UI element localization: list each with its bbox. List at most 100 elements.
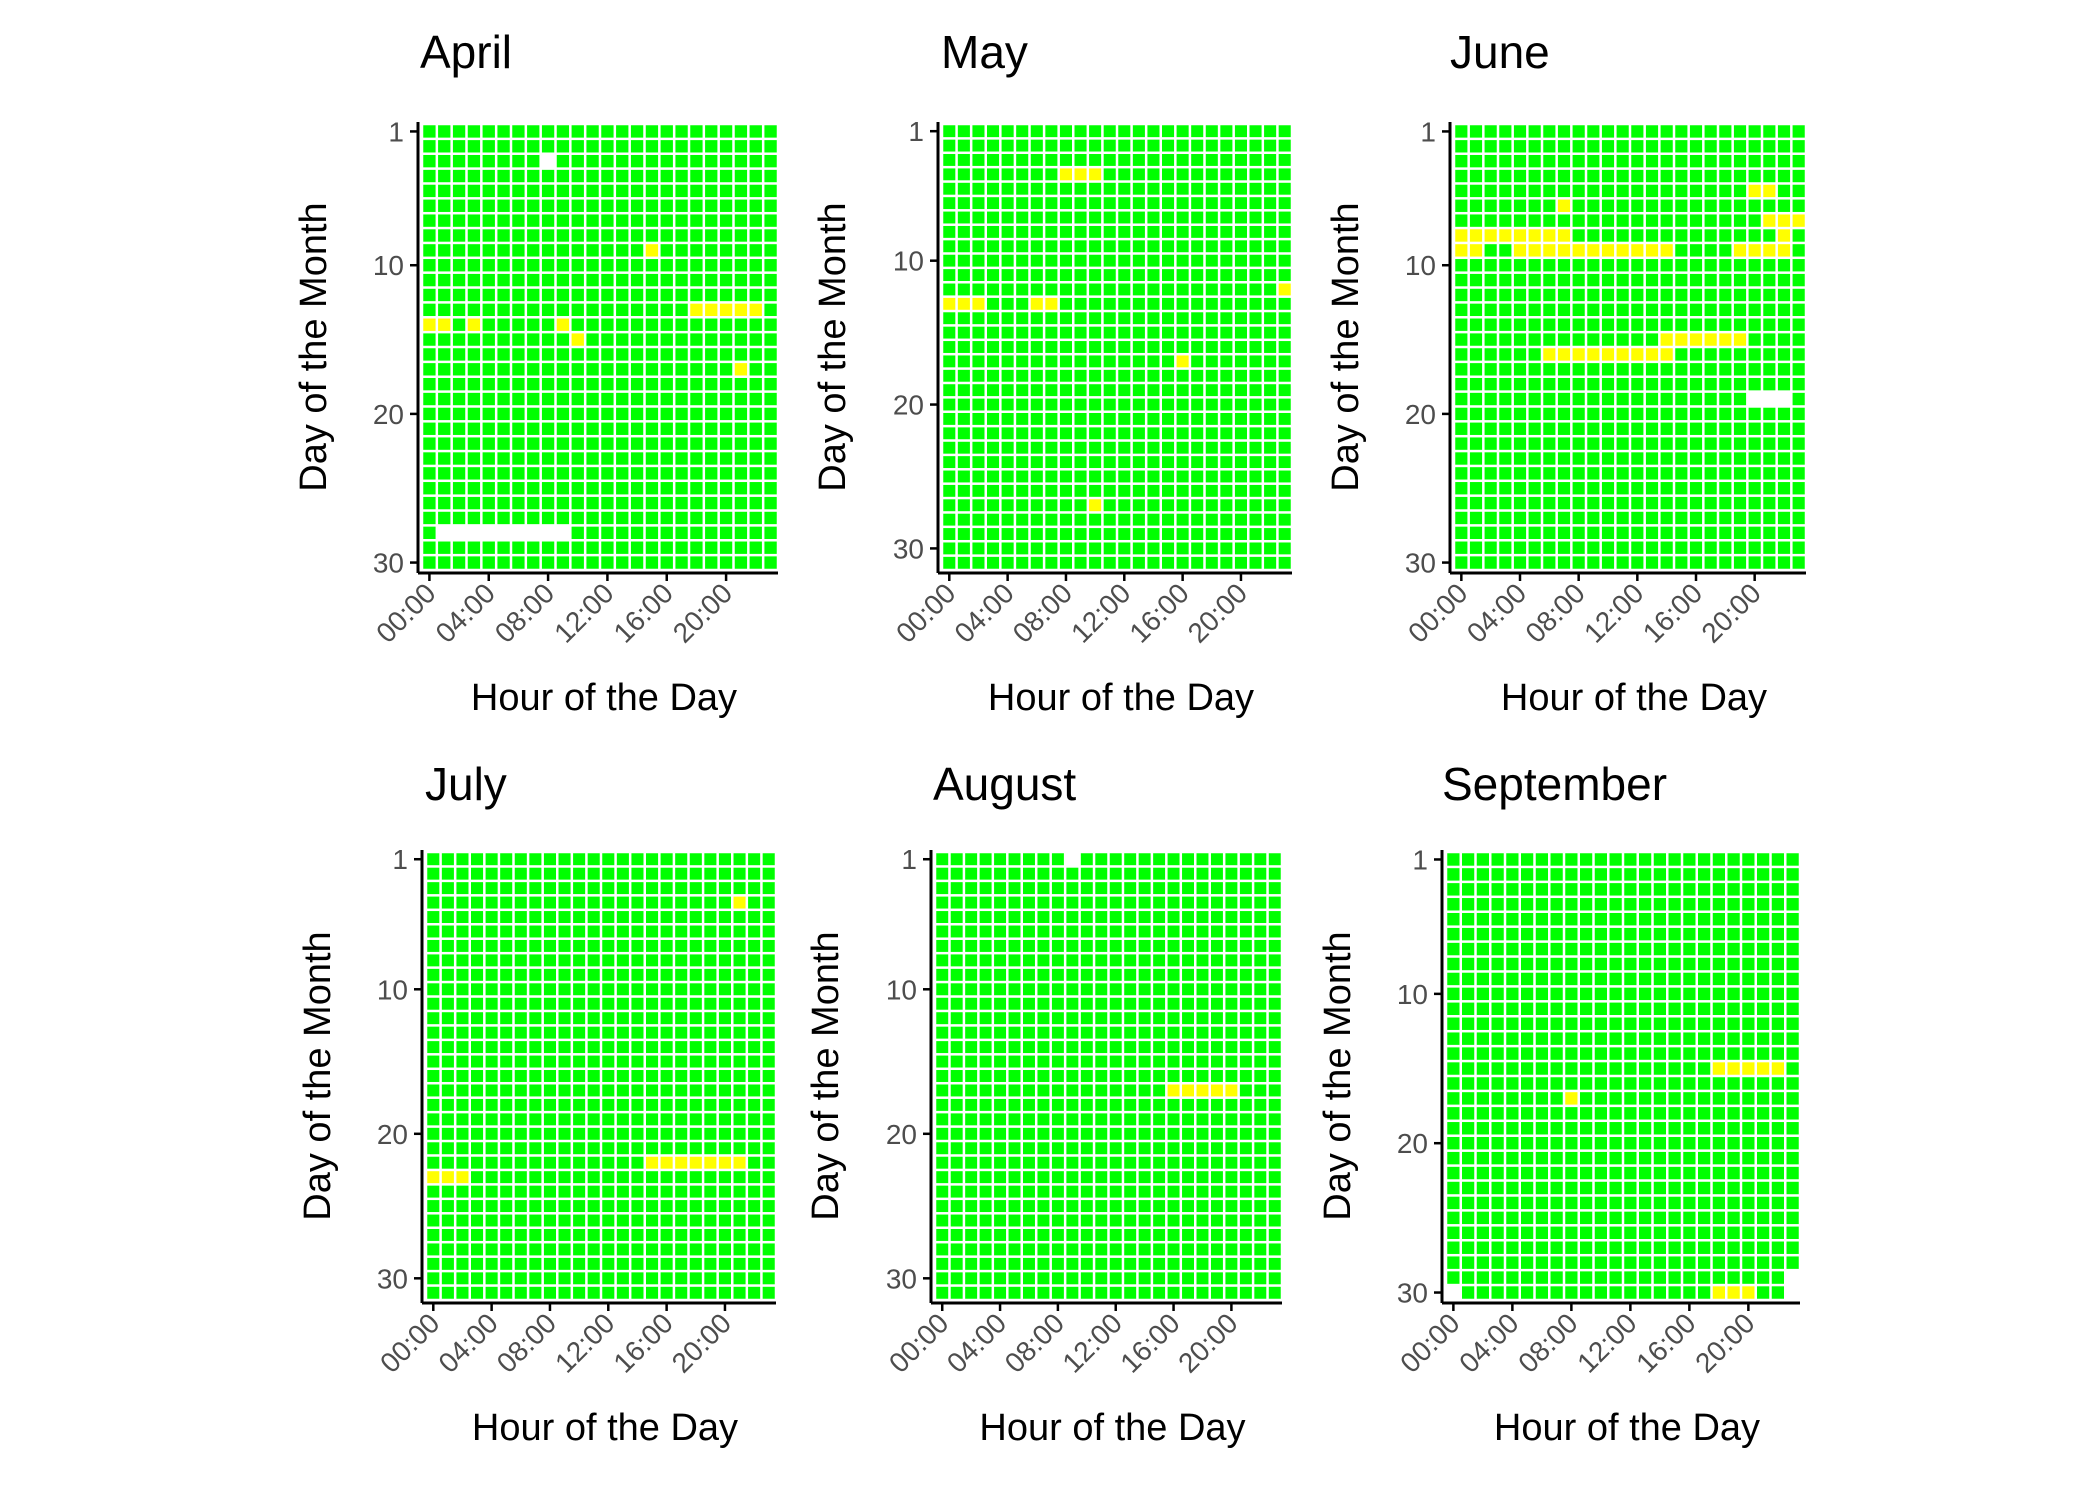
cell-day17-hour17 (1704, 363, 1717, 376)
cell-day20-hour13 (616, 1127, 629, 1140)
cell-day12-hour18 (1205, 283, 1218, 296)
x-axis-title: Hour of the Day (472, 1407, 738, 1449)
cell-day9-hour17 (1182, 968, 1194, 981)
cell-day4-hour7 (1557, 169, 1571, 183)
x-axis-title: Hour of the Day (1501, 677, 1767, 719)
cell-day15-hour4 (1001, 326, 1014, 339)
cell-day22-hour13 (1645, 437, 1659, 450)
cell-day4-hour4 (482, 169, 495, 183)
cell-day6-hour2 (1476, 927, 1489, 941)
cell-day31-hour11 (587, 1286, 600, 1299)
cell-day17-hour1 (1462, 1092, 1475, 1105)
cell-day7-hour0 (943, 211, 956, 224)
cell-day24-hour9 (1074, 456, 1087, 469)
cell-day16-hour22 (1264, 341, 1277, 353)
cell-day18-hour4 (482, 377, 495, 391)
cell-day27-hour23 (1786, 1241, 1799, 1254)
cell-day25-hour7 (529, 1200, 542, 1213)
cell-day31-hour6 (514, 1286, 527, 1299)
cell-day29-hour7 (1550, 1271, 1563, 1284)
cell-day10-hour5 (1521, 987, 1534, 1001)
cell-day19-hour20 (719, 392, 733, 406)
cell-day13-hour19 (705, 303, 718, 317)
cell-day28-hour4 (1513, 526, 1527, 540)
cell-day30-hour10 (571, 556, 584, 569)
cell-day27-hour0 (936, 1228, 949, 1241)
cell-day31-hour11 (1095, 1286, 1108, 1299)
cell-day23-hour20 (1742, 1181, 1755, 1195)
cell-day13-hour2 (972, 297, 985, 310)
cell-day16-hour17 (675, 1070, 688, 1082)
cell-day4-hour16 (1176, 168, 1189, 181)
cell-day23-hour6 (514, 1171, 527, 1184)
cell-day26-hour16 (1176, 484, 1189, 497)
cell-day11-hour1 (1469, 273, 1483, 287)
cell-day3-hour15 (1153, 882, 1166, 895)
cell-day18-hour2 (972, 369, 985, 382)
cell-day8-hour14 (630, 229, 644, 242)
cell-day9-hour13 (1132, 240, 1145, 253)
cell-day23-hour7 (529, 1171, 542, 1184)
cell-day31-hour17 (1191, 556, 1204, 569)
cell-day30-hour5 (1008, 1272, 1021, 1285)
cell-day27-hour5 (500, 1228, 513, 1241)
cell-day18-hour10 (1594, 1107, 1607, 1120)
cell-day30-hour3 (987, 542, 1000, 555)
cell-day9-hour20 (1748, 244, 1761, 257)
cell-day4-hour9 (556, 169, 570, 183)
cell-day3-hour23 (1786, 883, 1799, 896)
cell-day14-hour1 (1469, 318, 1483, 331)
cell-day15-hour20 (1225, 1055, 1238, 1068)
cell-day5-hour7 (529, 911, 542, 924)
cell-day10-hour12 (602, 983, 615, 996)
cell-day11-hour7 (1557, 273, 1571, 287)
cell-day12-hour3 (1499, 288, 1512, 302)
cell-day23-hour4 (485, 1171, 498, 1184)
y-tick-label: 10 (893, 246, 924, 277)
cell-day15-hour15 (645, 333, 659, 346)
cell-day14-hour4 (482, 318, 495, 331)
cell-day3-hour2 (456, 882, 469, 895)
cell-day4-hour14 (1653, 898, 1666, 911)
cell-day20-hour12 (601, 407, 614, 421)
cell-day27-hour17 (675, 1228, 688, 1241)
cell-day23-hour19 (1733, 452, 1747, 465)
cell-day6-hour16 (1167, 925, 1180, 938)
cell-day30-hour9 (1580, 1286, 1593, 1299)
cell-day29-hour2 (452, 541, 466, 554)
cell-day4-hour4 (1506, 898, 1519, 911)
cell-day8-hour14 (1138, 954, 1151, 967)
cell-day16-hour8 (1059, 341, 1072, 353)
cell-day11-hour3 (467, 273, 481, 287)
cell-day13-hour6 (512, 303, 525, 317)
cell-day23-hour18 (1205, 441, 1218, 454)
cell-day11-hour11 (587, 997, 600, 1010)
cell-day22-hour10 (1601, 437, 1615, 450)
cell-day24-hour8 (543, 1185, 556, 1198)
cell-day29-hour0 (427, 1257, 440, 1270)
cell-day17-hour1 (441, 1084, 454, 1097)
cell-day31-hour13 (1132, 556, 1145, 569)
cell-day15-hour13 (616, 333, 629, 346)
cell-day2-hour10 (1089, 139, 1102, 152)
cell-day26-hour9 (1066, 1214, 1079, 1227)
cell-day22-hour15 (1675, 437, 1688, 450)
cell-day2-hour2 (965, 867, 978, 880)
cell-day22-hour15 (1162, 427, 1175, 440)
cell-day6-hour14 (1653, 927, 1666, 941)
cell-day11-hour12 (1118, 269, 1131, 282)
cell-day18-hour19 (1727, 1107, 1740, 1120)
cell-day5-hour13 (616, 911, 629, 924)
cell-day25-hour18 (1712, 1211, 1725, 1225)
cell-day1-hour16 (1683, 853, 1696, 866)
cell-day9-hour5 (497, 244, 510, 257)
cell-day7-hour21 (1249, 211, 1262, 224)
cell-day25-hour3 (471, 1200, 484, 1213)
cell-day28-hour23 (1786, 1256, 1799, 1269)
cell-day2-hour14 (1147, 139, 1160, 152)
cell-day3-hour9 (1074, 154, 1087, 166)
cell-day12-hour10 (1594, 1017, 1607, 1030)
cell-day10-hour3 (467, 259, 481, 272)
cell-day19-hour17 (675, 392, 688, 406)
cell-day9-hour16 (1689, 244, 1703, 257)
